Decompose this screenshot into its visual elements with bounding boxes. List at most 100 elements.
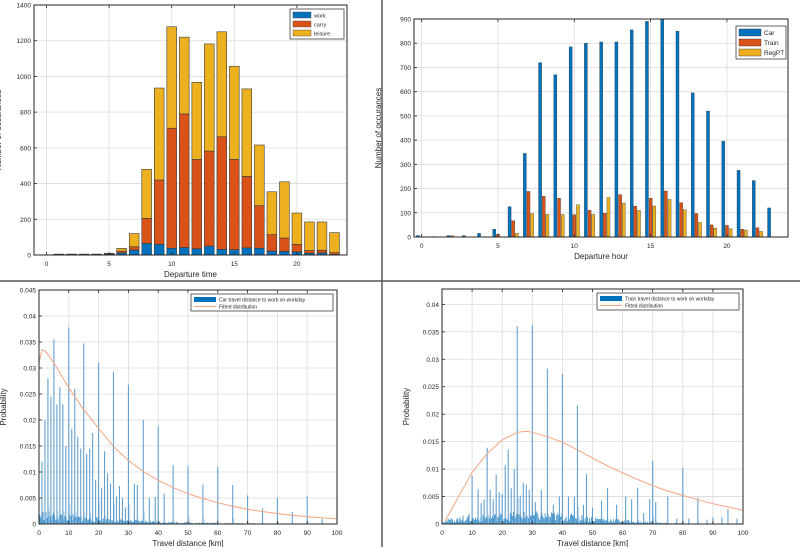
bar-RegPT (744, 229, 748, 238)
x-tick-label: 50 (589, 530, 597, 537)
bar-work (154, 243, 165, 256)
bar-carry (191, 159, 202, 250)
x-tick-label: 20 (723, 243, 731, 250)
bar-work (216, 248, 227, 256)
legend-swatch-histogram (600, 296, 622, 301)
bar-carry (204, 150, 215, 247)
x-tick-label: 100 (738, 530, 749, 537)
axes-box (33, 4, 348, 256)
bar-RegPT (728, 228, 733, 238)
x-tick-label: 70 (649, 530, 657, 537)
x-tick-label: 80 (679, 530, 687, 537)
y-tick-label: 1000 (17, 74, 32, 81)
bar-carry (166, 127, 177, 249)
y-tick-label: 0.04 (426, 302, 439, 309)
x-tick-label: 70 (244, 530, 252, 537)
bar-Car (568, 46, 573, 238)
bar-RegPT (698, 222, 702, 238)
bar-leisure (179, 36, 190, 115)
legend-box (190, 293, 334, 312)
bar-work (204, 245, 215, 256)
bar-carry (279, 237, 290, 252)
legend-label-histogram: Train travel distance to work on workday (625, 297, 715, 303)
bar-RegPT (713, 228, 718, 238)
bar-RegPT (515, 233, 519, 238)
bar-carry (154, 179, 165, 245)
bar-work (128, 249, 140, 256)
legend-label-carry: carry (314, 23, 326, 29)
bar-leisure (191, 82, 202, 160)
y-tick-label: 500 (400, 113, 411, 120)
bar-carry (229, 159, 240, 250)
x-tick-label: 60 (214, 530, 222, 537)
chart-departure-hour-mode: 0 5 10 15 200100200300400500600700800900Depa… (374, 17, 789, 261)
y-tick-label: 0.01 (23, 470, 36, 477)
bar-Car (767, 207, 771, 238)
y-tick-label: 700 (400, 65, 411, 72)
bar-RegPT (683, 209, 687, 238)
bar-Train (511, 220, 515, 238)
legend-label-RegPT: RegPT (764, 50, 784, 57)
x-tick-label: 20 (293, 261, 301, 268)
bar-Car (523, 153, 527, 238)
bar-Train (618, 194, 622, 238)
y-tick-label: 0.03 (426, 357, 439, 364)
bar-RegPT (759, 231, 763, 238)
chart-car-travel-distance: 0 10 20 30 40 50 60 70 80 90 100 0 0.005 0.01 0.015 0.0… (0, 288, 343, 549)
x-tick-label: 0 (440, 530, 444, 537)
legend-label-work: work (313, 14, 326, 20)
bar-RegPT (667, 199, 672, 238)
x-tick-label: 0 (420, 243, 424, 250)
y-tick-label: 400 (20, 181, 31, 188)
x-tick-label: 60 (619, 530, 627, 537)
y-tick-label: 800 (20, 110, 31, 117)
bar-Train (694, 213, 699, 238)
legend-swatch-RegPT (738, 48, 762, 57)
bar-leisure (241, 88, 253, 177)
bar-carry (216, 136, 227, 250)
bar-carry (141, 218, 152, 244)
bar-leisure (166, 26, 177, 129)
y-tick-label: 0.025 (423, 384, 440, 391)
bar-leisure (329, 232, 340, 253)
chart-train-travel-distance: 0 10 20 30 40 50 60 70 80 90 100 0 0.005 0.01 0.015 0.0… (402, 288, 749, 548)
y-tick-label: 0.045 (20, 288, 37, 295)
bar-Train (709, 224, 714, 238)
y-tick-label: 0.035 (423, 329, 440, 336)
x-tick-label: 15 (231, 261, 239, 268)
legend-swatch-carry (292, 20, 312, 28)
x-tick-label: 90 (304, 530, 312, 537)
bar-leisure (154, 87, 165, 181)
bar-Car (553, 74, 558, 238)
bar-Train (648, 198, 653, 238)
y-tick-label: 0.01 (426, 467, 439, 474)
y-tick-label: 1200 (17, 38, 32, 45)
bar-Car (599, 41, 603, 238)
y-tick-label: 300 (400, 162, 411, 169)
x-tick-label: 10 (571, 243, 579, 250)
legend-swatch-leisure (292, 29, 312, 37)
y-tick-label: 0 (32, 522, 36, 529)
y-tick-label: 200 (20, 217, 31, 224)
x-tick-label: 40 (155, 530, 163, 537)
legend-label-fit: Fitted distribution (625, 304, 663, 310)
x-tick-label: 90 (709, 530, 717, 537)
y-tick-label: 0.02 (23, 418, 36, 425)
fitted-distribution-line (444, 430, 744, 522)
x-axis-label: Departure time (164, 270, 217, 279)
bar-Car (507, 206, 512, 238)
x-tick-label: 0 (45, 261, 49, 268)
x-axis-label: Departure hour (574, 252, 628, 261)
legend-swatch-work (292, 11, 312, 19)
x-axis-label: Travel distance [km] (152, 539, 223, 547)
x-tick-label: 80 (274, 530, 282, 537)
bar-work (266, 250, 278, 256)
y-tick-label: 600 (20, 145, 31, 152)
fitted-distribution-line (38, 349, 338, 520)
bar-carry (128, 246, 140, 251)
y-tick-label: 0.015 (423, 439, 440, 446)
x-tick-label: 30 (529, 530, 537, 537)
bar-Train (603, 213, 607, 238)
